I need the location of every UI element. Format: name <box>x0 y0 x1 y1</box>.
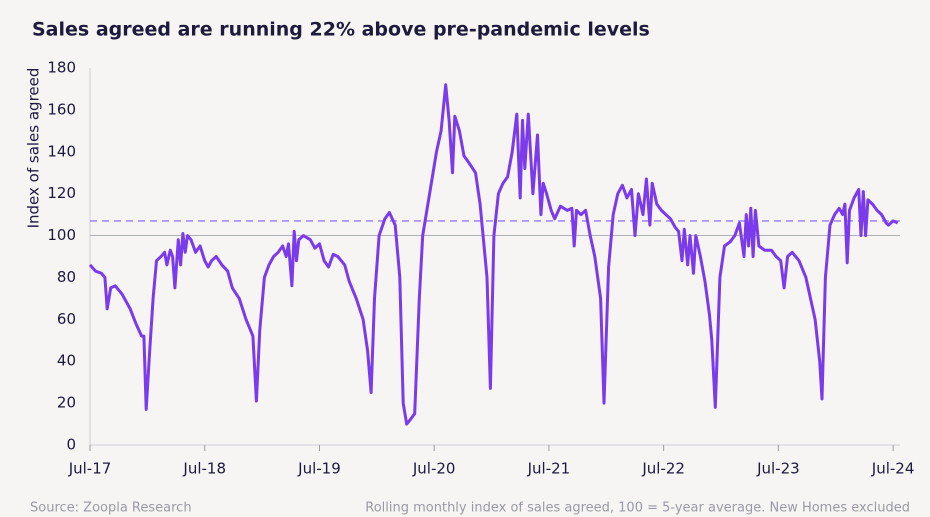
x-tick-label: Jul-23 <box>756 460 800 478</box>
y-tick-label: 60 <box>57 310 76 328</box>
source: Source: Zoopla Research <box>30 501 192 516</box>
y-tick-label: 100 <box>47 226 76 244</box>
y-axis-label: Index of sales agreed <box>25 68 43 229</box>
y-tick-label: 120 <box>47 184 76 202</box>
x-tick-label: Jul-17 <box>68 460 112 478</box>
x-tick-label: Jul-18 <box>182 460 226 478</box>
y-tick-label: 20 <box>57 394 76 412</box>
y-tick-label: 40 <box>57 352 76 370</box>
x-tick-label: Jul-19 <box>297 460 341 478</box>
data-line <box>88 83 899 426</box>
y-tick-label: 0 <box>66 436 76 454</box>
chart-title: Sales agreed are running 22% above pre-p… <box>32 19 650 41</box>
y-tick-label: 160 <box>47 100 76 118</box>
x-tick-label: Jul-22 <box>641 460 685 478</box>
x-tick-label: Jul-21 <box>527 460 571 478</box>
note: Rolling monthly index of sales agreed, 1… <box>365 501 910 516</box>
x-tick-label: Jul-24 <box>871 460 915 478</box>
y-tick-label: 80 <box>57 268 76 286</box>
x-tick-label: Jul-20 <box>412 460 456 478</box>
y-tick-label: 140 <box>47 142 76 160</box>
y-tick-label: 180 <box>47 59 76 77</box>
